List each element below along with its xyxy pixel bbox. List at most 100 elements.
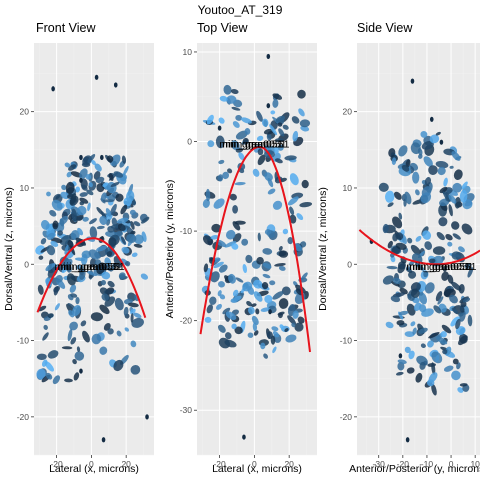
cell-point [435, 290, 443, 302]
cell-point [263, 353, 268, 359]
panel-title: Top View [197, 21, 248, 35]
cell-point [419, 361, 426, 370]
cell-point [229, 193, 237, 201]
cell-point [82, 216, 89, 222]
cell-point [242, 137, 249, 145]
cell-point [120, 236, 126, 245]
cell-point [257, 148, 264, 156]
cell-point [67, 193, 74, 199]
cell-point [203, 263, 209, 273]
x-tick-label: -10 [421, 459, 434, 469]
cell-point [387, 240, 393, 249]
cell-point [42, 332, 49, 341]
cell-point [452, 182, 463, 193]
cell-point [416, 263, 425, 271]
cell-point [272, 200, 283, 210]
cell-point [231, 243, 239, 250]
cell-point [457, 387, 464, 393]
cell-point [123, 306, 129, 317]
y-tick-label: 10 [20, 183, 30, 193]
cell-point [452, 358, 459, 365]
cell-point [415, 189, 420, 196]
cell-point [260, 342, 266, 350]
cell-point [88, 249, 100, 260]
cell-point [392, 277, 401, 285]
cell-point [395, 242, 407, 250]
cell-point [422, 230, 432, 240]
cell-point [289, 214, 297, 224]
cell-point [72, 359, 77, 365]
cell-point [94, 163, 102, 172]
cell-point [87, 154, 96, 163]
cell-point [439, 186, 448, 194]
cell-point [102, 199, 115, 203]
cell-point [410, 142, 421, 155]
cell-point [210, 235, 219, 240]
cell-point [96, 183, 105, 193]
x-axis-label: Anterior/Posterior (y, microns) [349, 463, 480, 475]
cell-point [264, 229, 272, 235]
cell-point [218, 117, 225, 124]
cell-point [73, 372, 80, 381]
cell-point [441, 324, 452, 334]
cell-point [396, 320, 405, 326]
cell-point [418, 153, 423, 159]
cell-point [130, 364, 141, 375]
cell-point [270, 335, 276, 345]
cell-point [130, 308, 136, 315]
cell-point [206, 304, 213, 314]
cell-point [79, 197, 89, 204]
cell-point [224, 339, 237, 348]
cell-point [291, 116, 300, 124]
figure-suptitle: Youtoo_AT_319 [198, 3, 283, 17]
cell-point [45, 263, 55, 272]
cell-point [45, 372, 53, 380]
cell-point [282, 124, 289, 130]
cell-point [448, 194, 457, 204]
cell-point [57, 230, 63, 236]
cell-point [440, 331, 447, 338]
cell-point [301, 272, 308, 281]
cell-point [298, 108, 305, 117]
cell-point [127, 302, 139, 308]
cell-point [47, 350, 59, 359]
x-axis-label: Lateral (x, microns) [49, 463, 139, 475]
cell-point [394, 191, 402, 200]
cell-point [420, 192, 432, 204]
cell-point [260, 307, 271, 312]
cell-point [285, 334, 297, 343]
outlier-point [79, 177, 83, 183]
cell-point [130, 340, 137, 348]
annotation-label: min_gran0.51 [61, 261, 125, 273]
cell-point [410, 244, 421, 256]
annotation-label: min_gran0.51 [225, 138, 289, 150]
cell-point [121, 246, 130, 254]
cell-point [404, 346, 411, 354]
y-tick-label: -30 [180, 405, 193, 415]
cell-point [77, 205, 87, 216]
cell-point [41, 359, 48, 367]
cell-point [215, 135, 225, 149]
cell-point [100, 192, 107, 201]
cell-point [392, 216, 403, 229]
cell-point [124, 327, 130, 332]
cell-point [231, 295, 242, 302]
cell-point [110, 203, 117, 216]
cell-point [231, 323, 237, 330]
cell-point [131, 317, 144, 328]
cell-point [130, 221, 135, 230]
cell-point [79, 268, 86, 280]
cell-point [244, 128, 251, 135]
cell-point [90, 312, 103, 322]
cell-point [79, 201, 85, 206]
cell-point [256, 135, 264, 142]
cell-point [455, 326, 466, 336]
cell-point [291, 322, 296, 328]
cell-point [443, 365, 454, 372]
cell-point [287, 237, 294, 245]
cell-point [261, 282, 269, 290]
cell-point [130, 313, 134, 323]
cell-point [397, 359, 407, 365]
cell-point [210, 271, 220, 283]
cell-point [406, 266, 412, 272]
